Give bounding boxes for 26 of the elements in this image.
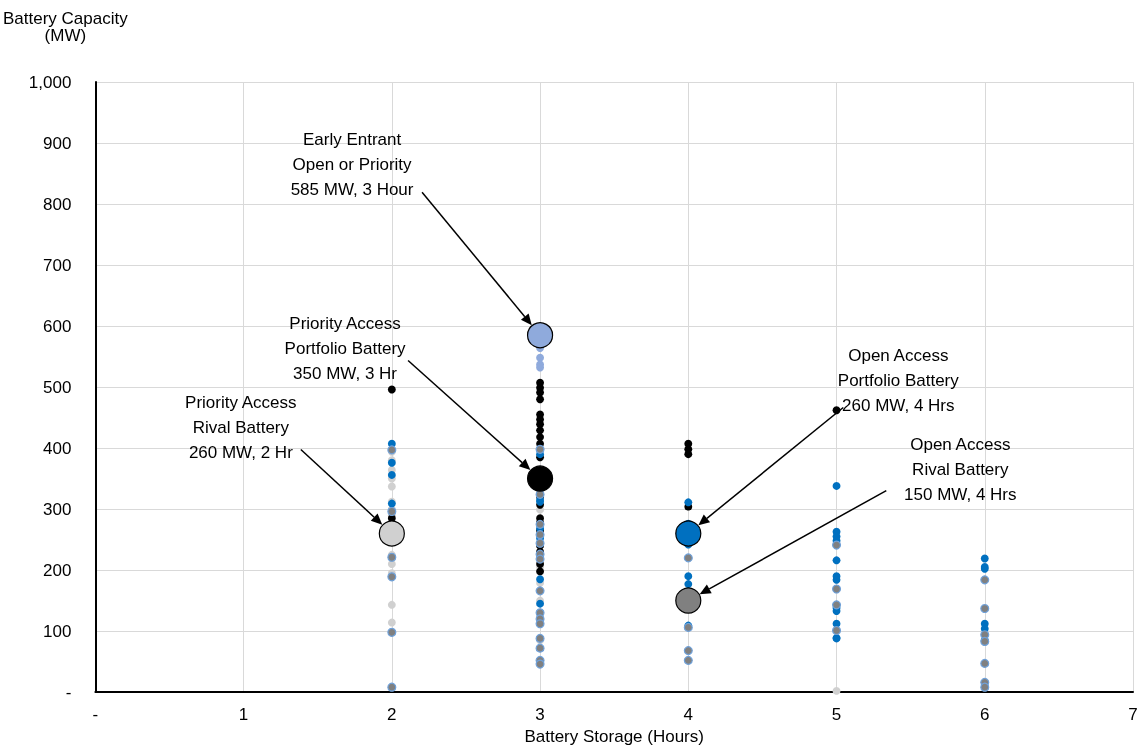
y-tick-label: 500	[42, 377, 72, 397]
x-tick-label: 3	[535, 705, 545, 725]
y-tick-label: 800	[42, 194, 72, 214]
y-tick-label: 400	[42, 438, 72, 458]
y-tick-label: 1,000	[28, 72, 72, 92]
x-tick-label: 5	[831, 705, 842, 725]
y-tick-label: 200	[42, 560, 72, 580]
y-tick-label: 700	[42, 255, 72, 275]
x-tick-label: -	[92, 705, 99, 725]
x-tick-label: 7	[1128, 705, 1138, 725]
y-tick-label: 600	[42, 316, 72, 336]
y-axis-title: Battery Capacity (MW)	[2, 9, 129, 45]
y-tick-label: -	[65, 682, 72, 702]
x-tick-label: 1	[238, 705, 249, 725]
annotation: Open Access Portfolio Battery 260 MW, 4 Hrs	[837, 345, 960, 415]
y-tick-label: 100	[42, 621, 72, 641]
x-tick-label: 2	[387, 705, 397, 725]
x-tick-label: 4	[683, 705, 694, 725]
annotation: Early Entrant Open or Priority 585 MW, 3 Hour	[290, 129, 414, 199]
y-tick-label: 300	[42, 499, 72, 519]
annotation: Priority Access Portfolio Battery 350 MW, 3 Hr	[284, 314, 407, 384]
annotation: Open Access Rival Battery 150 MW, 4 Hrs	[904, 435, 1017, 505]
y-tick-label: 900	[42, 133, 72, 153]
x-axis-title: Battery Storage (Hours)	[524, 727, 704, 746]
annotation: Priority Access Rival Battery 260 MW, 2 Hr	[185, 392, 297, 462]
x-tick-label: 6	[980, 705, 990, 725]
